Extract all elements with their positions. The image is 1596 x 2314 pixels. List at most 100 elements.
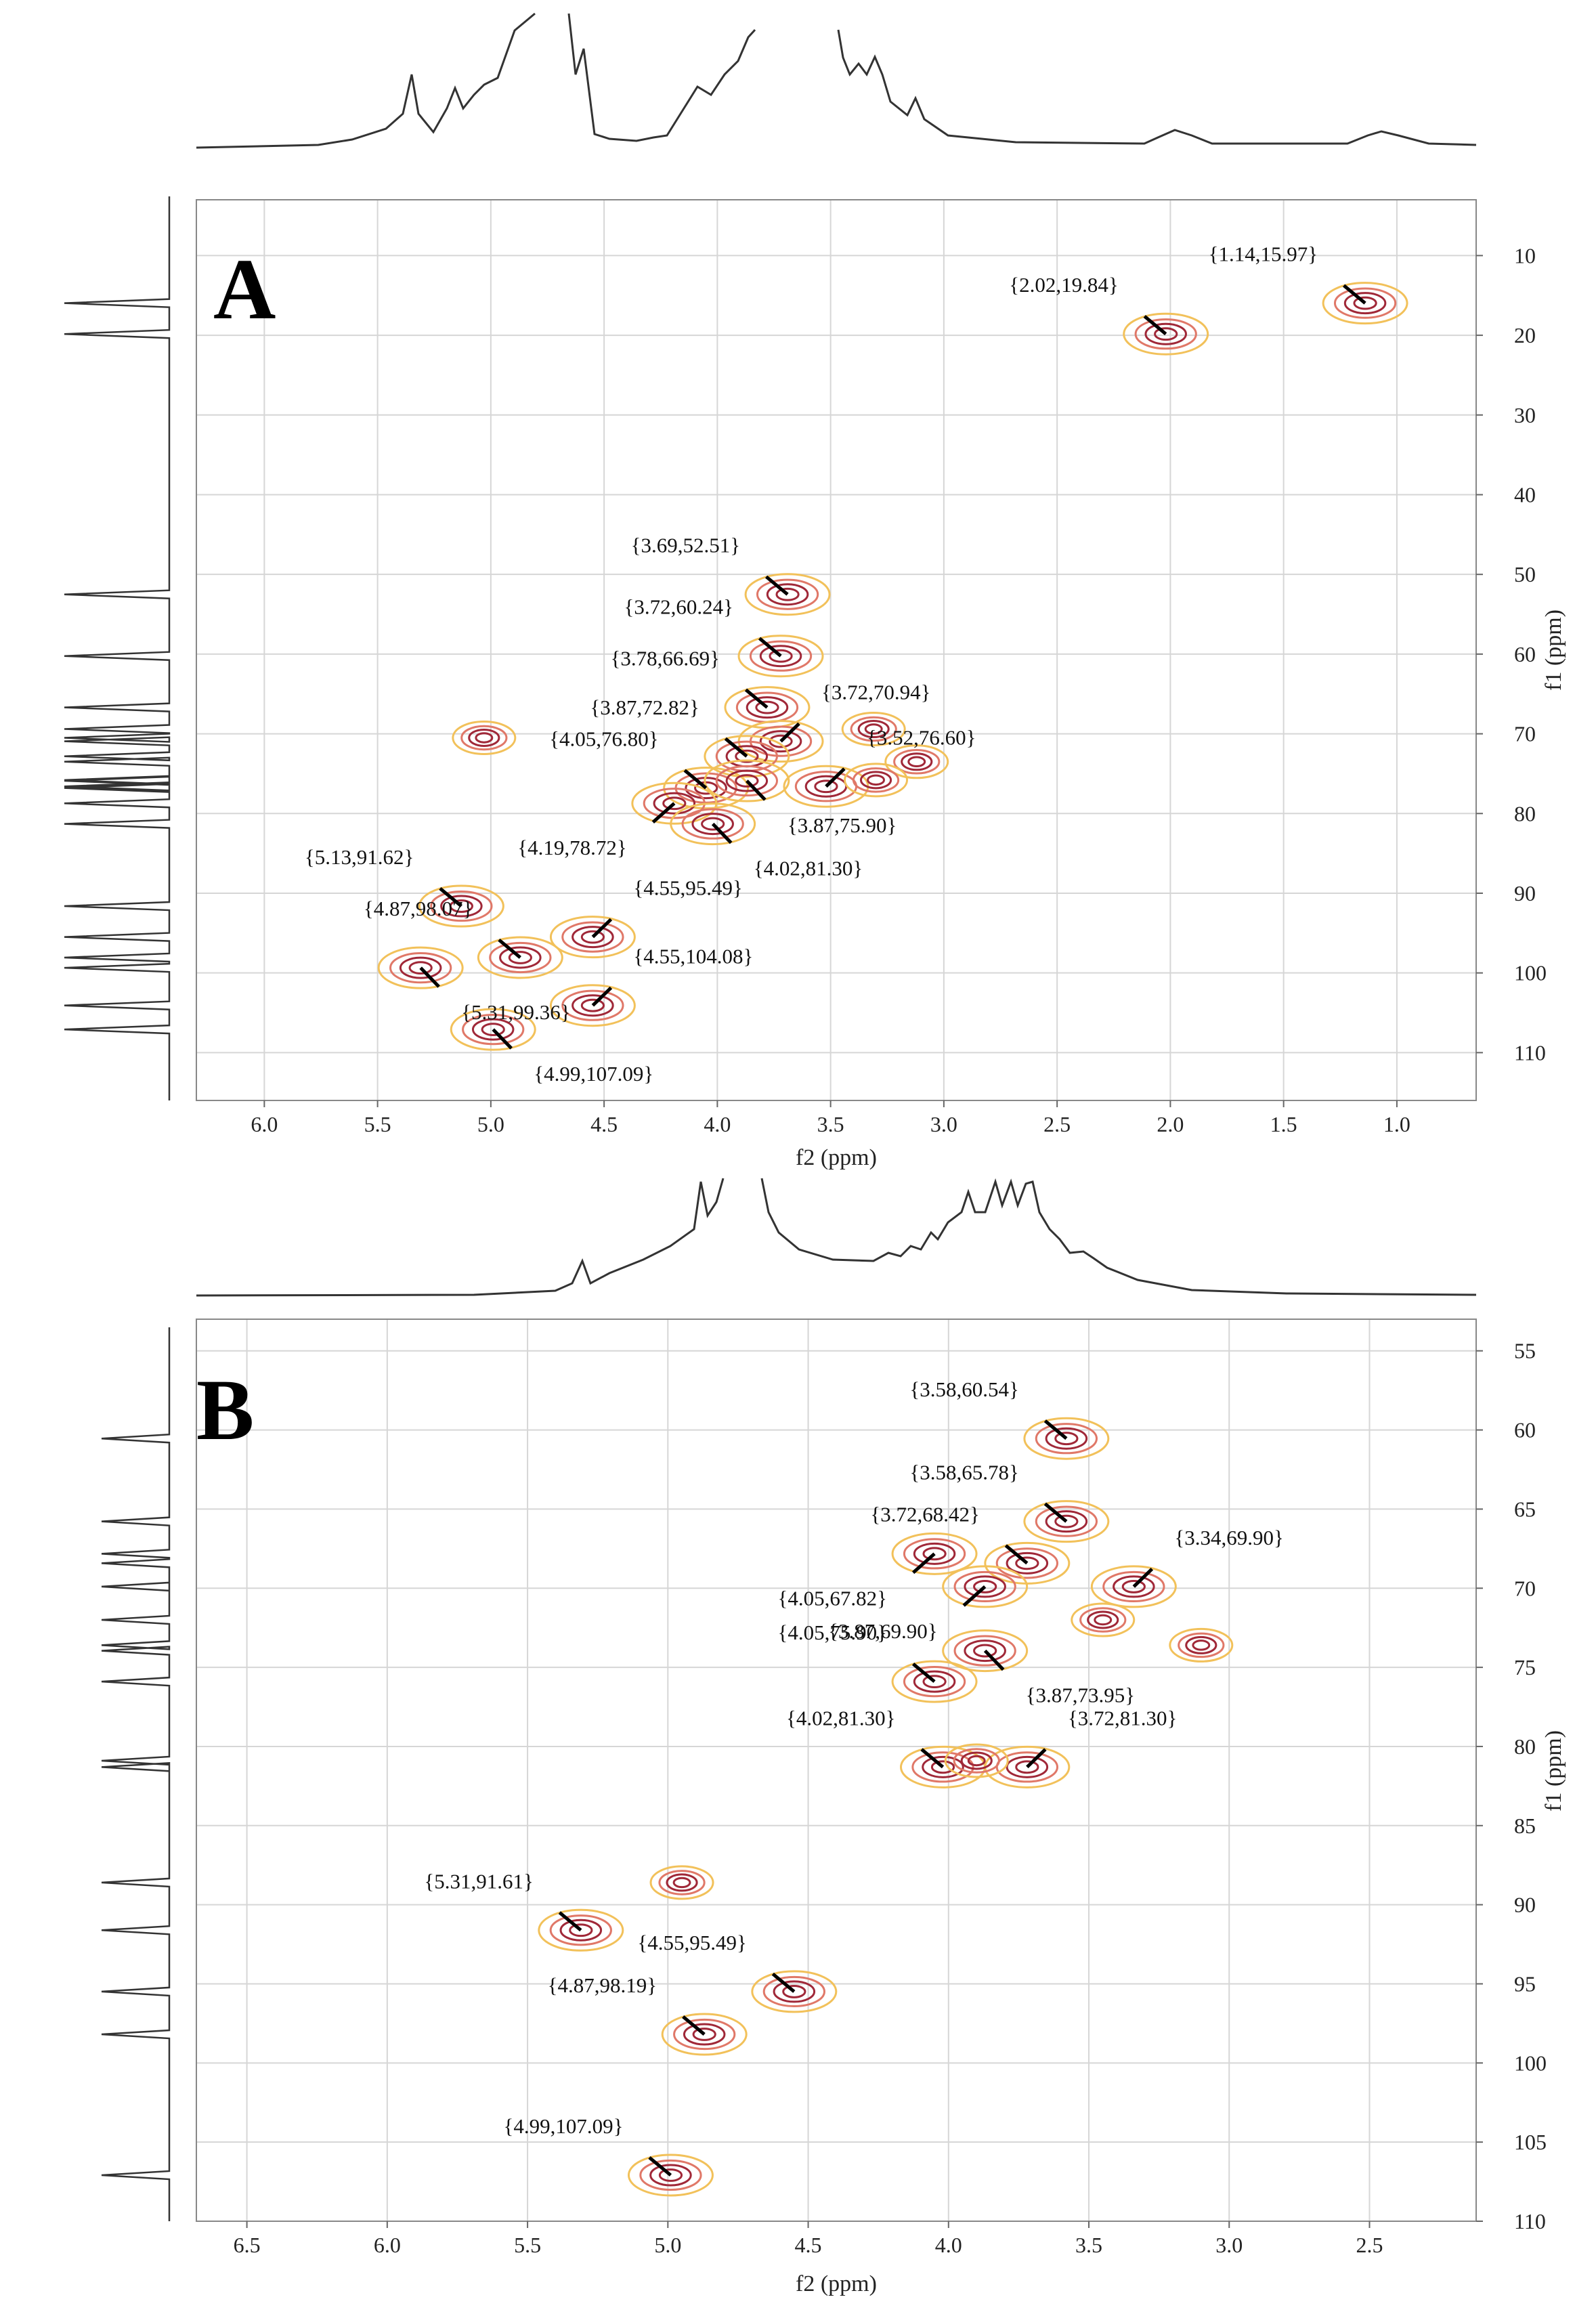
peak-arrow (911, 1663, 936, 1684)
peak-label: {5.31,91.61} (424, 1869, 534, 1893)
panel-a-top-projection (196, 12, 1477, 149)
side-projection-trace (64, 196, 171, 1100)
peak-arrow (758, 637, 782, 658)
y-tick-label: 40 (1514, 482, 1536, 507)
peak-label: {3.52,76.60} (867, 725, 976, 749)
peak-arrow (558, 1911, 582, 1932)
peak-arrow (962, 1585, 987, 1607)
peak-contour (744, 573, 831, 616)
peak-arrow (711, 822, 733, 844)
panel-a-contours (377, 282, 1408, 1051)
peak-label: {3.34,69.90} (1174, 1526, 1284, 1549)
peak-label: {4.02,81.30} (786, 1706, 896, 1730)
peak-arrow (591, 918, 613, 939)
peak-label: {3.69,52.51} (631, 534, 741, 557)
peak-arrow (651, 802, 676, 823)
peak-contour (1023, 1417, 1110, 1460)
peak-label: {4.02,81.30} (754, 857, 863, 880)
x-tick-label: 2.5 (1356, 2233, 1383, 2257)
peak-label: {3.87,73.95} (1026, 1684, 1136, 1707)
y-tick-label: 75 (1514, 1655, 1536, 1679)
peak-contour (549, 916, 636, 959)
peak-label: {4.87,98.07} (364, 897, 473, 920)
panel-b-top-projection (196, 1178, 1477, 1297)
panel-a-x-title: f2 (ppm) (796, 1145, 877, 1170)
y-tick-label: 60 (1514, 1418, 1536, 1442)
peak-contour (891, 1532, 978, 1575)
y-tick-label: 70 (1514, 722, 1536, 746)
y-tick-label: 30 (1514, 403, 1536, 427)
peak-contour (891, 1660, 978, 1703)
peak-contour (549, 984, 636, 1027)
y-tick-label: 80 (1514, 1734, 1536, 1759)
peak-label: {4.55,95.49} (633, 876, 743, 900)
peak-label: {3.87,75.90} (788, 813, 897, 837)
peak-label: {3.72,68.42} (870, 1502, 980, 1526)
peak-label: {5.31,99.36} (461, 1000, 571, 1024)
peak-label: {4.05,67.82} (778, 1586, 888, 1610)
peak-contour (942, 1629, 1029, 1673)
x-tick-label: 6.0 (251, 1112, 278, 1136)
panel-a-ticks: 6.0 5.5 5.0 4.5 4.0 3.5 3.0 2.5 2.0 1.5 1.0 10 20 30 4… (251, 243, 1547, 1136)
peak-arrow (764, 575, 789, 596)
panel-b: 6.5 6.0 5.5 5.0 4.5 4.0 3.5 3.0 2.5 55 60 65 70 75 80 8… (101, 1178, 1566, 2296)
x-tick-label: 3.5 (817, 1112, 844, 1136)
peak-arrow (683, 769, 708, 790)
y-tick-label: 20 (1514, 323, 1536, 347)
peak-label: {2.02,19.84} (1009, 273, 1119, 297)
x-tick-label: 6.5 (234, 2233, 261, 2257)
peak-contour (663, 767, 750, 810)
peak-contour (661, 2013, 748, 2056)
panel-b-side-projection (101, 1327, 171, 2221)
peak-label: {4.05,75.90} (778, 1621, 888, 1644)
peak-arrow (492, 1028, 513, 1050)
peak-arrow (744, 688, 769, 709)
x-tick-label: 4.5 (795, 2233, 822, 2257)
peak-contour (1169, 1627, 1234, 1663)
peak-arrow (1004, 1544, 1029, 1565)
peak-contour (704, 759, 790, 802)
peak-contour (418, 884, 504, 928)
peak-contour (670, 802, 756, 846)
peak-label: {5.13,91.62} (305, 845, 414, 869)
y-tick-label: 55 (1514, 1339, 1536, 1363)
peak-arrow (682, 2015, 706, 2036)
peak-arrow (1342, 284, 1366, 305)
panel-a: 6.0 5.5 5.0 4.5 4.0 3.5 3.0 2.5 2.0 1.5 1.0 10 20 30 4… (64, 12, 1566, 1170)
panel-b-x-title: f2 (ppm) (796, 2271, 877, 2296)
panel-b-y-title: f1 (ppm) (1541, 1730, 1566, 1812)
peak-arrow (825, 767, 846, 788)
peak-label: {3.87,69.90} (828, 1619, 938, 1643)
x-tick-label: 6.0 (374, 2233, 401, 2257)
x-tick-label: 3.0 (930, 1112, 957, 1136)
panel-a-peak-labels: {1.14,15.97} {2.02,19.84} {3.69,52.51} {3.7… (305, 242, 1366, 1086)
peak-arrow (983, 1649, 1005, 1671)
x-tick-label: 5.0 (477, 1112, 504, 1136)
x-tick-label: 1.5 (1270, 1112, 1297, 1136)
peak-arrow (779, 722, 800, 743)
peak-label: {3.72,81.30} (1068, 1706, 1178, 1730)
panel-b-label: B (196, 1362, 254, 1458)
panel-a-side-projection (64, 196, 171, 1100)
peak-arrow (746, 779, 767, 801)
peak-contour (452, 720, 517, 755)
x-tick-label: 5.5 (514, 2233, 541, 2257)
x-tick-label: 5.5 (364, 1112, 391, 1136)
peak-label: {1.14,15.97} (1209, 242, 1318, 266)
peak-contour (844, 763, 909, 798)
y-tick-label: 100 (1514, 961, 1547, 985)
peak-contour (884, 744, 949, 779)
peak-arrow (591, 986, 613, 1007)
peak-contour (1023, 1500, 1110, 1543)
panel-b-ticks: 6.5 6.0 5.5 5.0 4.5 4.0 3.5 3.0 2.5 55 60 65 70 75 80 8… (234, 1339, 1547, 2257)
peak-contour (450, 1008, 536, 1051)
peak-arrow (920, 1748, 945, 1769)
y-tick-label: 10 (1514, 243, 1536, 267)
peak-label: {3.58,65.78} (909, 1461, 1019, 1484)
peak-label: {4.55,104.08} (633, 945, 753, 968)
peak-label: {4.99,107.09} (503, 2114, 623, 2138)
peak-contour (737, 635, 824, 678)
peak-arrow (1132, 1568, 1154, 1588)
panel-a-grid (196, 200, 1476, 1100)
